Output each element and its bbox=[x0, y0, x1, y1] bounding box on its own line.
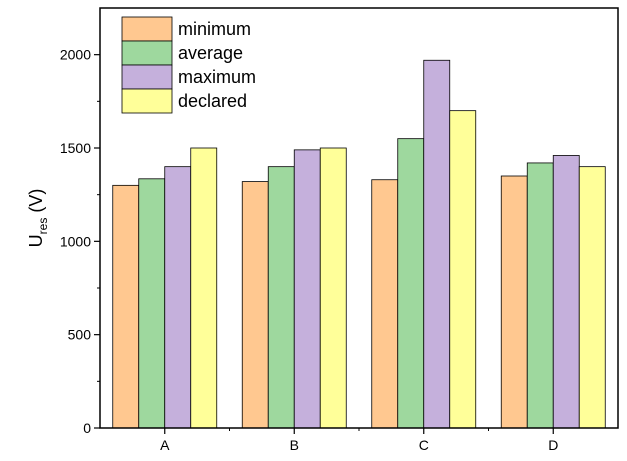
y-axis-title: Ures (V) bbox=[26, 189, 50, 248]
bar-minimum-B bbox=[241, 181, 269, 429]
bars-group bbox=[112, 59, 606, 429]
bar-average-B bbox=[267, 166, 295, 429]
y-axis: 0 500 1000 1500 2000 bbox=[60, 47, 100, 436]
bar-maximum-A bbox=[164, 166, 192, 429]
bar-maximum-D bbox=[552, 155, 580, 429]
legend-swatch-maximum bbox=[121, 64, 173, 90]
legend-label-minimum: minimum bbox=[178, 19, 251, 39]
x-tick-label-B: B bbox=[290, 437, 299, 453]
legend-swatch-declared bbox=[121, 88, 173, 114]
x-tick-label-A: A bbox=[160, 437, 170, 453]
y-axis-title-main: U bbox=[26, 234, 46, 247]
bar-declared-C bbox=[449, 110, 477, 429]
bar-average-D bbox=[526, 162, 554, 429]
y-tick-label: 1000 bbox=[60, 233, 91, 249]
bar-maximum-B bbox=[293, 149, 321, 429]
bar-average-A bbox=[138, 178, 166, 429]
legend-swatch-average bbox=[121, 40, 173, 66]
y-tick-label: 1500 bbox=[60, 140, 91, 156]
y-tick-label: 0 bbox=[83, 420, 91, 436]
bar-maximum-C bbox=[423, 59, 451, 429]
bar-declared-D bbox=[578, 166, 606, 429]
bar-minimum-D bbox=[500, 175, 528, 429]
y-axis-title-sub: res bbox=[36, 218, 50, 235]
x-tick-label-D: D bbox=[548, 437, 558, 453]
bar-declared-B bbox=[319, 147, 347, 429]
legend-label-average: average bbox=[178, 43, 243, 63]
x-axis: A B C D bbox=[160, 428, 558, 453]
legend-swatch-minimum bbox=[121, 16, 173, 42]
bar-minimum-A bbox=[112, 184, 140, 429]
bar-minimum-C bbox=[371, 179, 399, 429]
bar-declared-A bbox=[190, 147, 218, 429]
y-tick-label: 500 bbox=[68, 327, 92, 343]
legend: minimum average maximum declared bbox=[121, 16, 256, 114]
x-tick-label-C: C bbox=[419, 437, 429, 453]
y-tick-label: 2000 bbox=[60, 47, 91, 63]
y-axis-title-unit: (V) bbox=[26, 189, 46, 218]
legend-label-declared: declared bbox=[178, 91, 247, 111]
bar-average-C bbox=[397, 138, 425, 429]
legend-label-maximum: maximum bbox=[178, 67, 256, 87]
